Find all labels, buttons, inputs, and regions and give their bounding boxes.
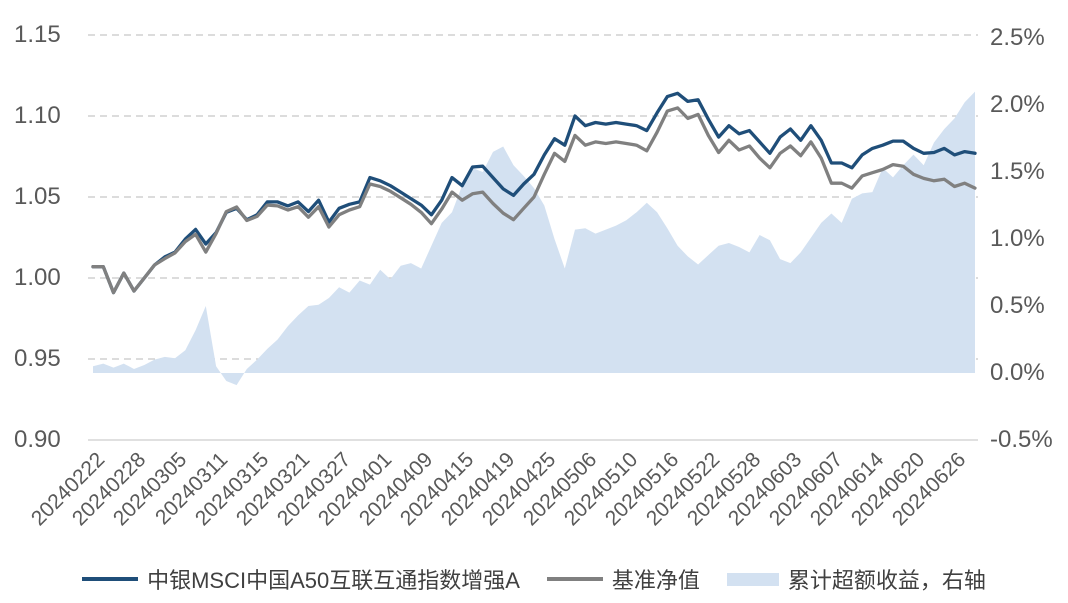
left-axis-tick-label: 0.95 [14, 345, 61, 372]
right-axis-tick-label: 1.5% [990, 158, 1045, 185]
left-axis-tick-label: 1.15 [14, 21, 61, 48]
right-axis-tick-label: 0.5% [990, 292, 1045, 319]
right-axis-tick-label: 1.0% [990, 225, 1045, 252]
legend-label-excess: 累计超额收益，右轴 [787, 568, 986, 593]
legend-item-excess: 累计超额收益，右轴 [726, 563, 986, 595]
legend-label-benchmark: 基准净值 [611, 568, 700, 593]
left-axis-tick-label: 0.90 [14, 426, 61, 453]
right-axis-tick-label: 2.5% [990, 24, 1045, 51]
left-axis-tick-label: 1.05 [14, 183, 61, 210]
legend-item-fund: 中银MSCI中国A50互联互通指数增强A [82, 563, 520, 595]
fund-line-swatch [82, 577, 139, 581]
legend: 中银MSCI中国A50互联互通指数增强A 基准净值 累计超额收益，右轴 [0, 561, 1068, 597]
right-axis-tick-label: 2.0% [990, 91, 1045, 118]
benchmark-nav-line [91, 106, 977, 295]
right-axis-tick-label: 0.0% [990, 359, 1045, 386]
legend-item-benchmark: 基准净值 [546, 563, 700, 595]
excess-area-swatch [726, 572, 779, 586]
left-axis-tick-label: 1.00 [14, 264, 61, 291]
benchmark-line-swatch [546, 577, 603, 581]
right-axis-tick-label: -0.5% [990, 426, 1053, 453]
excess-return-area [93, 91, 975, 386]
left-axis-tick-label: 1.10 [14, 102, 61, 129]
legend-label-fund: 中银MSCI中国A50互联互通指数增强A [147, 568, 520, 593]
